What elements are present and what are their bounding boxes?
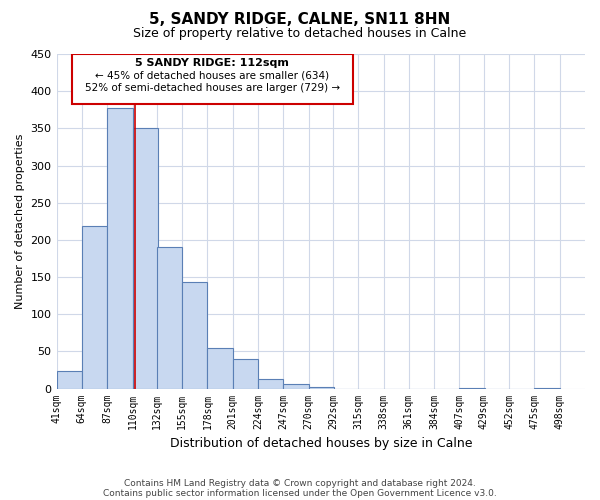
Text: Contains HM Land Registry data © Crown copyright and database right 2024.: Contains HM Land Registry data © Crown c… xyxy=(124,478,476,488)
Bar xyxy=(82,226,107,388)
Bar xyxy=(107,108,133,388)
Bar xyxy=(133,128,158,388)
Y-axis label: Number of detached properties: Number of detached properties xyxy=(15,134,25,309)
Bar xyxy=(56,372,82,388)
Bar xyxy=(72,54,353,104)
Bar xyxy=(157,248,182,388)
Bar xyxy=(208,348,233,389)
Bar xyxy=(308,387,334,388)
Bar xyxy=(258,379,283,388)
Text: 52% of semi-detached houses are larger (729) →: 52% of semi-detached houses are larger (… xyxy=(85,83,340,93)
X-axis label: Distribution of detached houses by size in Calne: Distribution of detached houses by size … xyxy=(170,437,472,450)
Text: ← 45% of detached houses are smaller (634): ← 45% of detached houses are smaller (63… xyxy=(95,70,329,81)
Bar xyxy=(283,384,308,388)
Text: 5 SANDY RIDGE: 112sqm: 5 SANDY RIDGE: 112sqm xyxy=(136,58,289,68)
Text: Contains public sector information licensed under the Open Government Licence v3: Contains public sector information licen… xyxy=(103,488,497,498)
Text: Size of property relative to detached houses in Calne: Size of property relative to detached ho… xyxy=(133,28,467,40)
Bar xyxy=(233,359,258,388)
Bar xyxy=(182,282,208,389)
Text: 5, SANDY RIDGE, CALNE, SN11 8HN: 5, SANDY RIDGE, CALNE, SN11 8HN xyxy=(149,12,451,28)
